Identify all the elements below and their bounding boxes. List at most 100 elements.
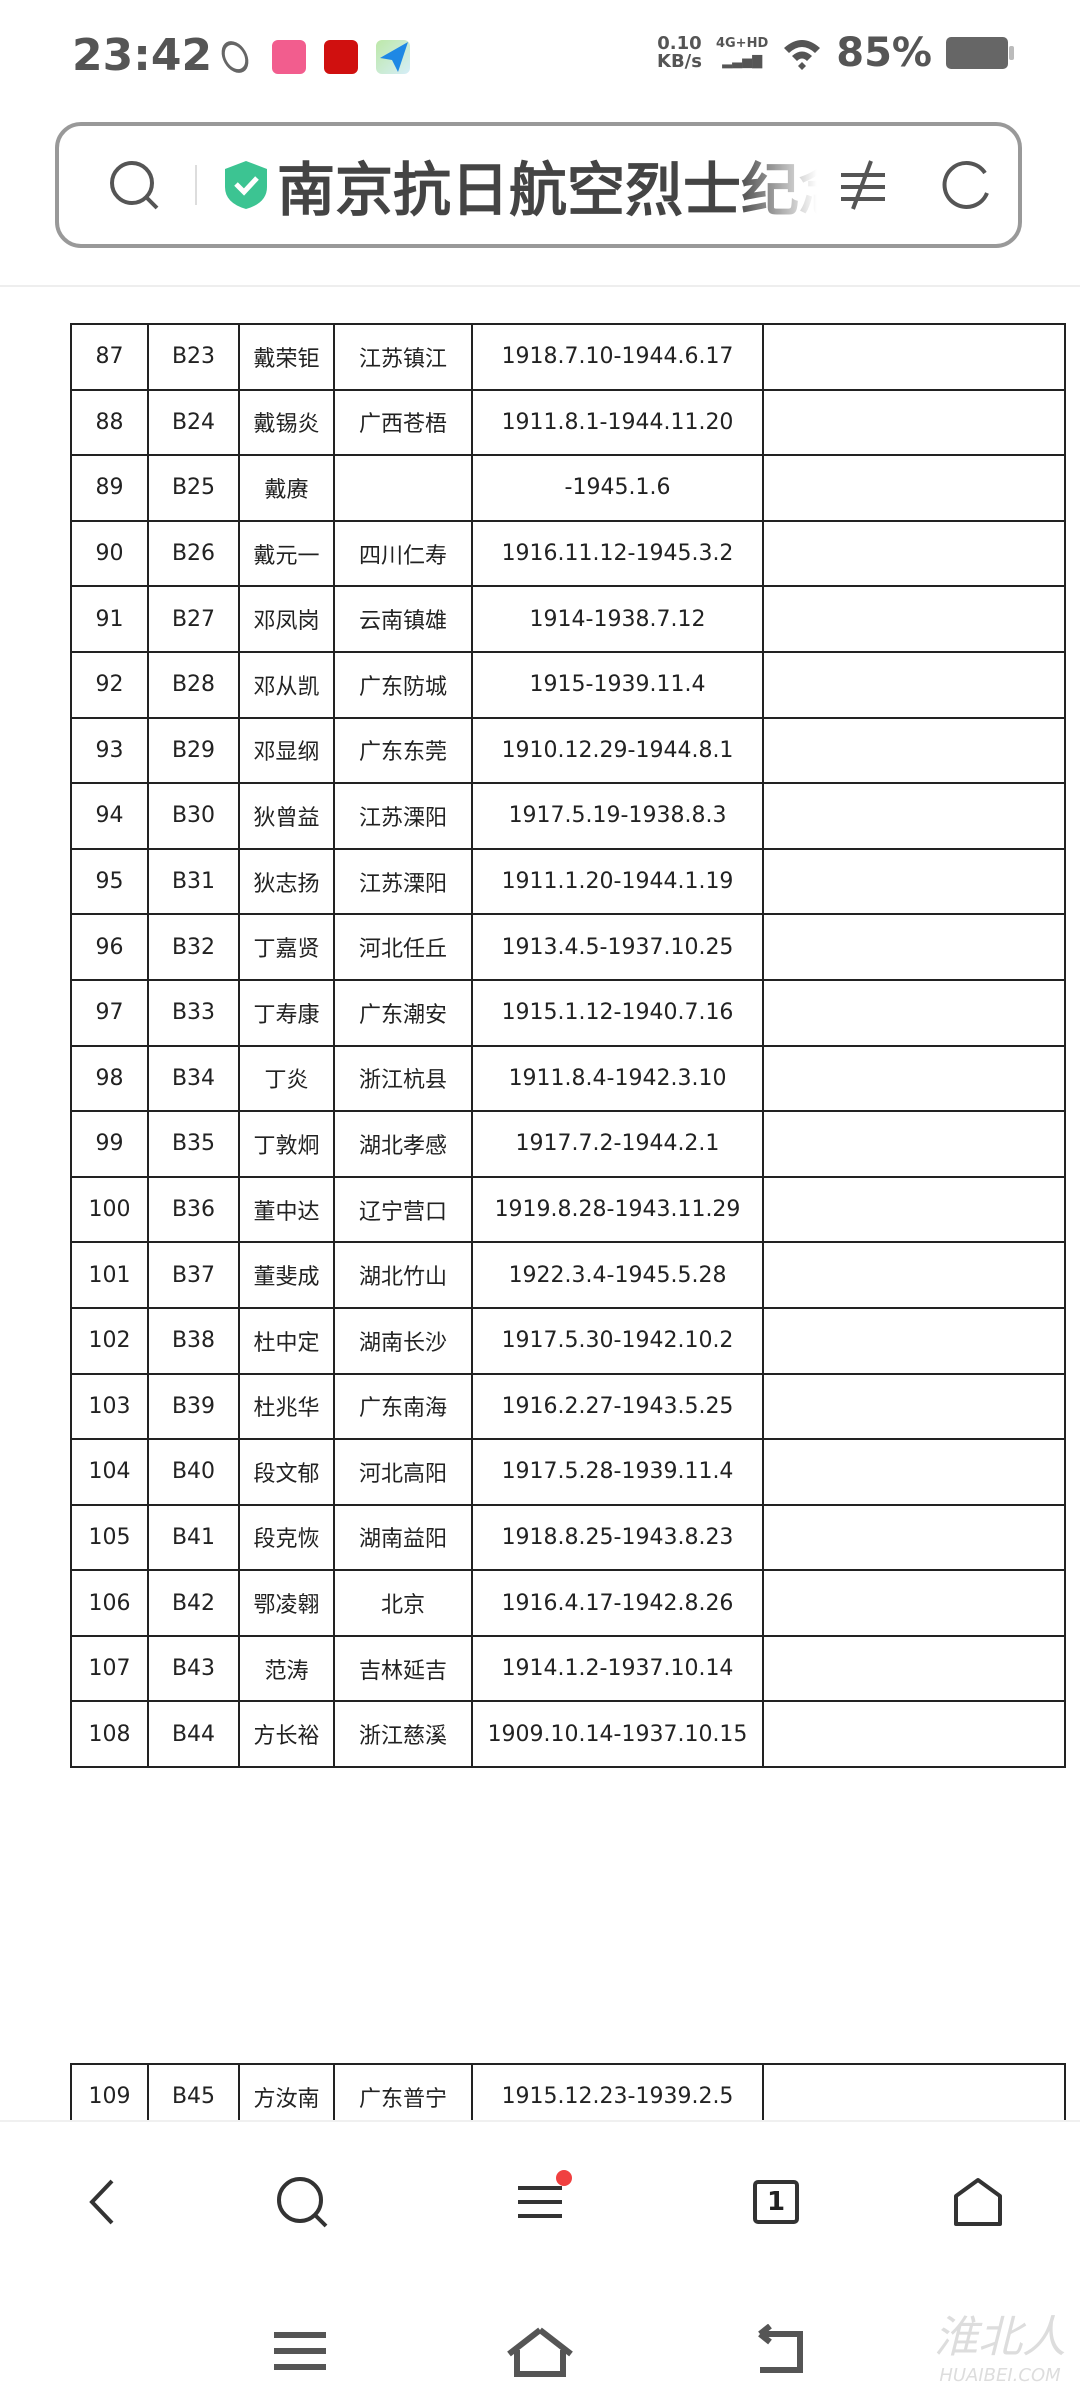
table-cell: B34: [147, 1044, 240, 1113]
table-row: 105 B41 段克恢 湖南益阳 1918.8.25-1943.8.23: [70, 1503, 1066, 1572]
status-bar: 23:42 0.10 KB/s 4G+HD ▂▃▅▇ 85%: [0, 0, 1080, 110]
table-row: 89 B25 戴赓 -1945.1.6: [70, 454, 1066, 522]
table-cell: B33: [147, 978, 240, 1047]
table-cell: 89: [70, 454, 149, 522]
watermark: 淮北人 HUAIBEI.COM: [934, 2312, 1066, 2386]
home-button[interactable]: [938, 2162, 1018, 2242]
table-cell: 1915.12.23-1939.2.5: [471, 2063, 764, 2131]
table-cell: 吉林延吉: [333, 1634, 473, 1703]
table-cell: [762, 1175, 1066, 1244]
table-cell: 108: [70, 1700, 149, 1769]
table-cell: 105: [70, 1503, 149, 1572]
table-cell: B42: [147, 1569, 240, 1637]
table-cell: 邓显纲: [238, 716, 335, 785]
back-gesture-button[interactable]: [740, 2317, 820, 2387]
table-cell: [762, 978, 1066, 1047]
table-cell: 90: [70, 519, 149, 588]
table-cell: 99: [70, 1110, 149, 1178]
table-cell: 101: [70, 1241, 149, 1309]
table-cell: 丁炎: [238, 1044, 335, 1113]
divider: [0, 285, 1080, 287]
table-cell: 1916.11.12-1945.3.2: [471, 519, 764, 588]
menu-button[interactable]: [500, 2162, 580, 2242]
table-cell: 97: [70, 978, 149, 1047]
table-row: 94 B30 狄曾益 江苏溧阳 1917.5.19-1938.8.3: [70, 782, 1066, 850]
table-cell: B32: [147, 913, 240, 981]
table-cell: [762, 1634, 1066, 1703]
table-cell: 浙江杭县: [333, 1044, 473, 1113]
martyrs-table-continued: 109 B45 方汝南 广东普宁 1915.12.23-1939.2.5: [70, 2063, 1066, 2131]
table-cell: 湖北孝感: [333, 1110, 473, 1178]
table-cell: B38: [147, 1306, 240, 1375]
table-cell: B37: [147, 1241, 240, 1309]
battery-percent: 85%: [836, 30, 932, 76]
table-row: 96 B32 丁嘉贤 河北任丘 1913.4.5-1937.10.25: [70, 913, 1066, 981]
table-cell: 96: [70, 913, 149, 981]
wifi-icon: [784, 40, 821, 70]
table-cell: 1911.8.1-1944.11.20: [471, 388, 764, 457]
table-cell: 湖南益阳: [333, 1503, 473, 1572]
refresh-icon[interactable]: [939, 157, 995, 213]
table-cell: 湖北竹山: [333, 1241, 473, 1309]
table-cell: [762, 1241, 1066, 1309]
table-cell: 丁嘉贤: [238, 913, 335, 981]
recents-gesture-button[interactable]: [260, 2317, 340, 2387]
table-cell: [762, 782, 1066, 850]
table-cell: 鄂凌翱: [238, 1569, 335, 1637]
table-cell: 107: [70, 1634, 149, 1703]
table-cell: 广东东莞: [333, 716, 473, 785]
address-bar[interactable]: 南京抗日航空烈士纪念馆: [55, 122, 1022, 248]
page-title[interactable]: 南京抗日航空烈士纪念馆: [277, 156, 817, 224]
table-row: 88 B24 戴锡炎 广西苍梧 1911.8.1-1944.11.20: [70, 388, 1066, 457]
table-cell: B26: [147, 519, 240, 588]
table-cell: 方汝南: [238, 2063, 335, 2131]
bottom-toolbar: 1 淮北人 HUAIBEI.COM: [0, 2120, 1080, 2400]
table-cell: 丁寿康: [238, 978, 335, 1047]
table-cell: B35: [147, 1110, 240, 1178]
table-cell: 1914-1938.7.12: [471, 585, 764, 653]
table-cell: [762, 1306, 1066, 1375]
search-icon[interactable]: [107, 158, 161, 212]
search-button[interactable]: [262, 2162, 342, 2242]
home-gesture-button[interactable]: [500, 2317, 580, 2387]
table-cell: B27: [147, 585, 240, 653]
table-cell: B44: [147, 1700, 240, 1769]
table-cell: 92: [70, 650, 149, 719]
table-cell: [762, 847, 1066, 916]
table-cell: 江苏溧阳: [333, 782, 473, 850]
table-cell: 98: [70, 1044, 149, 1113]
table-cell: 1916.4.17-1942.8.26: [471, 1569, 764, 1637]
table-cell: 北京: [333, 1569, 473, 1637]
notification-dot: [556, 2170, 572, 2186]
back-button[interactable]: [62, 2162, 142, 2242]
table-cell: [333, 454, 473, 522]
table-cell: 戴锡炎: [238, 388, 335, 457]
table-cell: 1916.2.27-1943.5.25: [471, 1372, 764, 1441]
tabs-button[interactable]: 1: [736, 2162, 816, 2242]
table-cell: 狄志扬: [238, 847, 335, 916]
table-row: 101 B37 董斐成 湖北竹山 1922.3.4-1945.5.28: [70, 1241, 1066, 1309]
table-row: 91 B27 邓凤岗 云南镇雄 1914-1938.7.12: [70, 585, 1066, 653]
table-cell: 109: [70, 2063, 149, 2131]
martyrs-table: 87 B23 戴荣钜 江苏镇江 1918.7.10-1944.6.17 88 B24 戴锡炎广…: [70, 323, 1066, 1769]
table-cell: [762, 1110, 1066, 1178]
table-row: 106 B42 鄂凌翱 北京 1916.4.17-1942.8.26: [70, 1569, 1066, 1637]
table-row: 92 B28 邓从凯 广东防城 1915-1939.11.4: [70, 650, 1066, 719]
table-cell: 1919.8.28-1943.11.29: [471, 1175, 764, 1244]
table-cell: 四川仁寿: [333, 519, 473, 588]
table-cell: 董中达: [238, 1175, 335, 1244]
table-cell: 95: [70, 847, 149, 916]
paper-plane-icon: [376, 40, 410, 74]
reader-mode-icon[interactable]: [835, 157, 891, 213]
table-cell: 段文郁: [238, 1438, 335, 1506]
table-cell: 104: [70, 1438, 149, 1506]
table-row: 104 B40 段文郁 河北高阳 1917.5.28-1939.11.4: [70, 1438, 1066, 1506]
table-cell: 1909.10.14-1937.10.15: [471, 1700, 764, 1769]
table-cell: [762, 388, 1066, 457]
table-cell: 91: [70, 585, 149, 653]
table-cell: 广东潮安: [333, 978, 473, 1047]
table-cell: B31: [147, 847, 240, 916]
table-cell: 100: [70, 1175, 149, 1244]
table-cell: B36: [147, 1175, 240, 1244]
table-cell: 狄曾益: [238, 782, 335, 850]
